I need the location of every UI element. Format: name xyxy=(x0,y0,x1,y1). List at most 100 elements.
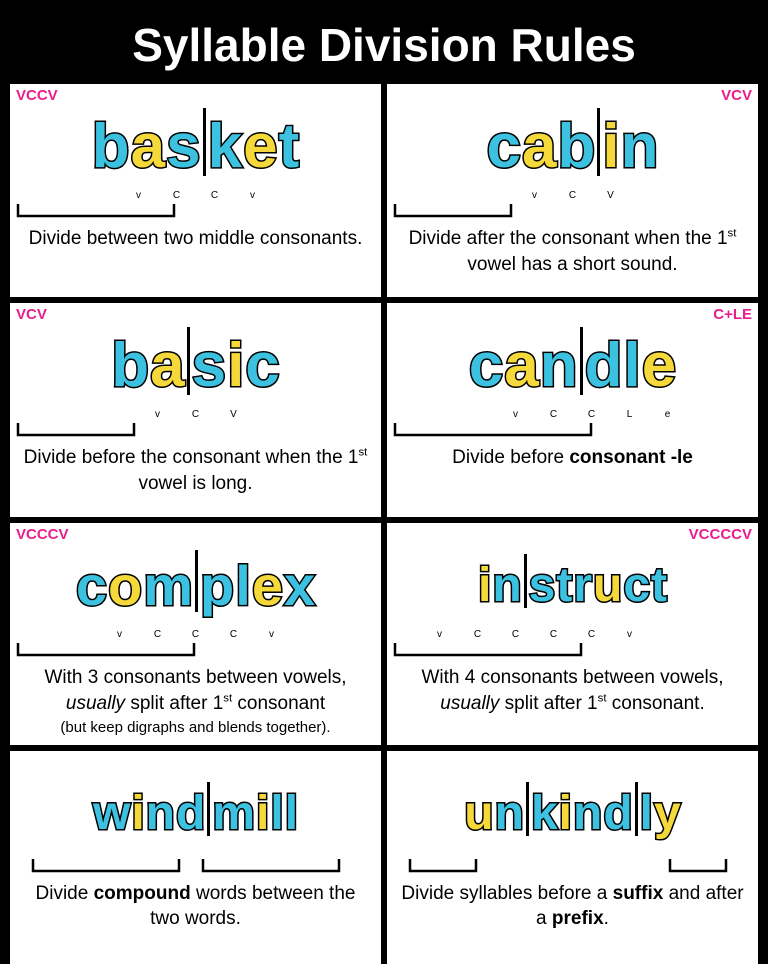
division-line xyxy=(526,782,529,836)
letter: l xyxy=(235,558,251,614)
word-display: candle xyxy=(469,321,676,411)
pattern-labels: vCCLe xyxy=(459,409,687,423)
word-display: basic xyxy=(111,321,280,411)
rule-text: Divide before consonant -le xyxy=(448,445,697,471)
division-line xyxy=(195,550,198,612)
letter: d xyxy=(585,335,623,397)
rule-cell: VCCV basketvCCv Divide between two middle … xyxy=(10,84,381,297)
letter: l xyxy=(624,335,641,397)
letter: a xyxy=(504,335,538,397)
bracket xyxy=(393,204,513,220)
letter: n xyxy=(621,116,659,178)
letter: a xyxy=(522,116,556,178)
word-display: basket xyxy=(92,102,299,192)
letter: y xyxy=(654,790,681,838)
letter: t xyxy=(279,116,300,178)
bracket xyxy=(393,423,593,439)
letter: c xyxy=(469,335,503,397)
letter: t xyxy=(556,562,572,610)
rule-text: Divide before the consonant when the 1st… xyxy=(16,445,375,496)
letter: n xyxy=(492,562,521,610)
pattern-labels: vCV xyxy=(478,190,668,204)
letter: i xyxy=(256,790,269,838)
letter: k xyxy=(531,790,558,838)
bracket xyxy=(16,643,196,659)
word-display: instruct xyxy=(478,541,667,631)
rules-grid: VCCVbasketvCCvDivide between two middle … xyxy=(10,84,758,964)
pattern-tag: VCCCV xyxy=(16,526,69,543)
letter: c xyxy=(76,558,107,614)
rule-text: Divide between two middle consonants. xyxy=(25,226,367,252)
word-display: unkindly xyxy=(464,769,680,859)
pattern-labels: vCCCCv xyxy=(421,629,725,643)
letter: a xyxy=(150,335,184,397)
rule-cell: VCCCCVinstructvCCCCvWith 4 consonants be… xyxy=(387,523,758,745)
bracket xyxy=(16,204,176,220)
bracket xyxy=(16,423,136,439)
letter: x xyxy=(284,558,315,614)
division-line xyxy=(187,327,190,395)
letter: n xyxy=(540,335,578,397)
letter: n xyxy=(495,790,524,838)
letter: u xyxy=(464,790,493,838)
letter: b xyxy=(557,116,595,178)
letter: d xyxy=(176,790,205,838)
pattern-labels: vCV xyxy=(101,409,291,423)
letter: i xyxy=(602,116,619,178)
letter: c xyxy=(245,335,279,397)
letter: m xyxy=(212,790,255,838)
rule-text: Divide syllables before a suffix and aft… xyxy=(393,881,752,932)
letter: p xyxy=(200,558,234,614)
rule-text: With 4 consonants between vowels, usuall… xyxy=(393,665,752,716)
division-line xyxy=(524,554,527,608)
letter: n xyxy=(146,790,175,838)
rule-cell: VCCCVcomplexvCCCvWith 3 consonants betwe… xyxy=(10,523,381,745)
pattern-tag: VCV xyxy=(721,87,752,104)
rule-cell: unkindlyDivide syllables before a suffix… xyxy=(387,751,758,964)
letter: c xyxy=(623,562,650,610)
letter: s xyxy=(529,562,556,610)
word-display: windmill xyxy=(93,769,298,859)
letter: i xyxy=(559,790,572,838)
letter: l xyxy=(640,790,653,838)
rule-cell: windmill Divide compound words between th… xyxy=(10,751,381,964)
rule-text: Divide compound words between the two wo… xyxy=(16,881,375,932)
letter: m xyxy=(143,558,193,614)
pattern-labels: vCCv xyxy=(82,190,310,204)
division-line xyxy=(207,782,210,836)
word-display: complex xyxy=(76,541,315,631)
letter: l xyxy=(270,790,283,838)
division-line xyxy=(635,782,638,836)
letter: s xyxy=(192,335,226,397)
letter: i xyxy=(131,790,144,838)
rule-cell: VCVbasicvCVDivide before the consonant w… xyxy=(10,303,381,516)
letter: b xyxy=(111,335,149,397)
division-line xyxy=(597,108,600,176)
division-line xyxy=(580,327,583,395)
letter: n xyxy=(573,790,602,838)
pattern-tag: C+LE xyxy=(713,306,752,323)
bracket xyxy=(393,643,583,659)
letter: e xyxy=(243,116,277,178)
pattern-tag: VCV xyxy=(16,306,47,323)
letter: w xyxy=(93,790,130,838)
letter: r xyxy=(573,562,592,610)
letter: e xyxy=(252,558,283,614)
bracket xyxy=(16,859,375,875)
rule-text: Divide after the consonant when the 1st … xyxy=(393,226,752,277)
pattern-tag: VCCCCV xyxy=(689,526,752,543)
letter: e xyxy=(642,335,676,397)
page-title: Syllable Division Rules xyxy=(10,10,758,84)
rule-cell: VCVcabinvCVDivide after the consonant wh… xyxy=(387,84,758,297)
letter: d xyxy=(603,790,632,838)
letter: s xyxy=(166,116,200,178)
letter: b xyxy=(92,116,130,178)
letter: i xyxy=(478,562,491,610)
letter: i xyxy=(227,335,244,397)
pattern-tag: VCCV xyxy=(16,87,58,104)
rule-cell: C+LEcandlevCCLeDivide before consonant -… xyxy=(387,303,758,516)
bracket xyxy=(393,859,752,875)
rule-text: With 3 consonants between vowels, usuall… xyxy=(16,665,375,739)
letter: a xyxy=(131,116,165,178)
division-line xyxy=(203,108,206,176)
